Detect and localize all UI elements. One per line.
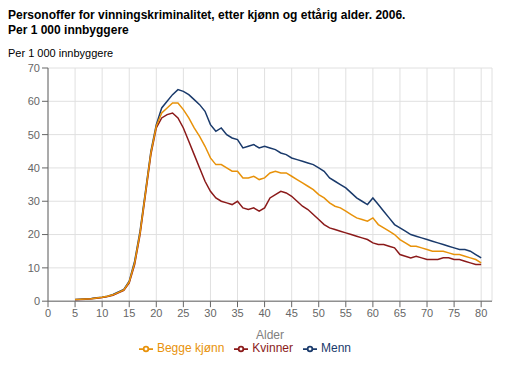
svg-text:30: 30 [204, 307, 216, 319]
html-text:Kvinner: Kvinner [252, 341, 293, 356]
svg-text:75: 75 [448, 307, 460, 319]
svg-text:10: 10 [28, 262, 40, 274]
svg-text:80: 80 [475, 307, 487, 319]
svg-text:60: 60 [367, 307, 379, 319]
svg-text:40: 40 [28, 162, 40, 174]
svg-text:25: 25 [177, 307, 189, 319]
svg-text:15: 15 [123, 307, 135, 319]
svg-text:65: 65 [394, 307, 406, 319]
html-text:Per 1 000 innbyggere: Per 1 000 innbyggere [8, 23, 129, 37]
svg-text:0: 0 [34, 295, 40, 307]
svg-text:0: 0 [45, 307, 51, 319]
svg-text:10: 10 [96, 307, 108, 319]
svg-text:40: 40 [258, 307, 270, 319]
svg-text:50: 50 [28, 129, 40, 141]
svg-text:35: 35 [231, 307, 243, 319]
svg-text:60: 60 [28, 95, 40, 107]
html-text:Per 1 000 innbyggere: Per 1 000 innbyggere [8, 47, 114, 59]
html-text:Personoffer for vinningskrimin: Personoffer for vinningskriminalitet, et… [8, 8, 406, 22]
html-text:Menn: Menn [321, 341, 351, 356]
svg-text:20: 20 [150, 307, 162, 319]
svg-text:55: 55 [340, 307, 352, 319]
svg-text:20: 20 [28, 228, 40, 240]
html-text:Begge kjønn: Begge kjønn [156, 341, 225, 356]
svg-text:50: 50 [313, 307, 325, 319]
svg-text:Alder: Alder [256, 328, 284, 342]
svg-text:70: 70 [28, 62, 40, 74]
svg-text:5: 5 [72, 307, 78, 319]
svg-text:45: 45 [286, 307, 298, 319]
svg-text:70: 70 [421, 307, 433, 319]
svg-text:30: 30 [28, 195, 40, 207]
